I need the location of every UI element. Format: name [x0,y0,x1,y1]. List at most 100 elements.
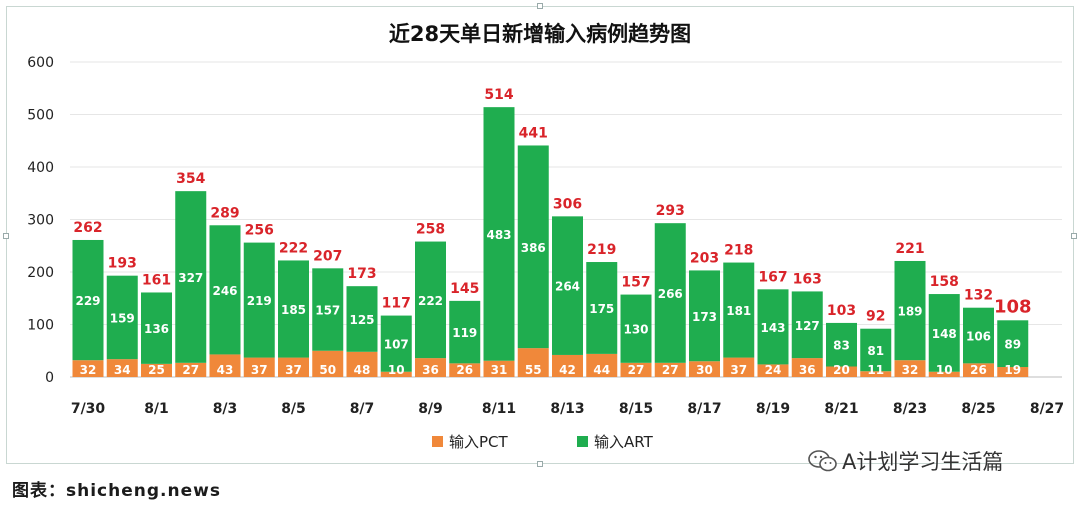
data-label-total: 145 [450,281,479,297]
bar-art [517,145,549,349]
data-label-total: 108 [994,296,1032,317]
data-label-total: 117 [382,296,411,312]
resize-handle-right[interactable] [1071,233,1077,239]
bar-art [449,300,481,364]
bar-pct [72,360,104,377]
y-tick-label: 0 [45,370,54,386]
bar-art [928,294,960,372]
data-label-pct: 34 [114,363,131,377]
bar-pct [826,366,857,377]
data-label-total: 222 [279,240,308,256]
bar-pct [449,363,481,377]
data-label-pct: 37 [251,363,268,377]
data-label-art: 246 [212,284,237,298]
data-label-art: 119 [452,326,477,340]
x-tick-label: 8/13 [550,401,584,417]
x-tick-label: 8/27 [1030,401,1064,417]
bar-art [963,307,994,364]
data-label-art: 222 [418,294,443,308]
data-label-total: 219 [587,242,616,258]
bar-pct [689,361,720,377]
data-label-art: 125 [349,313,374,327]
data-label-pct: 44 [593,363,610,377]
x-tick-label: 8/3 [213,401,238,417]
bar-pct [723,357,755,377]
data-label-pct: 30 [696,363,713,377]
data-label-art: 219 [247,294,272,308]
legend-label: 输入PCT [449,433,509,451]
data-label-total: 157 [621,275,650,291]
data-label-pct: 31 [491,363,508,377]
bar-art [586,262,618,354]
bar-pct [586,353,618,377]
data-label-pct: 26 [456,363,473,377]
x-tick-label: 8/23 [893,401,927,417]
bar-pct [175,362,207,377]
bar-pct [346,351,378,377]
x-tick-label: 8/9 [418,401,443,417]
bar-art [483,107,515,361]
data-label-art: 143 [760,321,785,335]
bar-art [312,268,344,351]
data-label-pct: 42 [559,363,576,377]
bar-pct [860,371,892,377]
data-label-art: 386 [521,241,546,255]
bar-pct [312,350,344,377]
data-label-pct: 48 [354,363,371,377]
bar-pct [997,367,1029,377]
bar-pct [620,362,652,377]
data-label-art: 159 [110,311,135,325]
resize-handle-top[interactable] [537,3,543,9]
bar-pct [278,357,309,377]
data-label-total: 514 [484,87,513,103]
x-tick-label: 8/19 [756,401,790,417]
bar-pct [928,371,960,377]
x-tick-label: 8/11 [482,401,516,417]
resize-handle-left[interactable] [3,233,9,239]
data-label-pct: 50 [319,363,336,377]
data-label-total: 354 [176,171,205,187]
data-label-art: 229 [75,294,100,308]
y-tick-label: 500 [27,108,54,124]
bar-art [620,294,652,363]
data-label-total: 441 [519,125,548,141]
x-tick-label: 8/7 [350,401,375,417]
data-label-art: 266 [658,287,683,301]
data-label-art: 106 [966,330,991,344]
bar-art [860,328,892,372]
data-label-total: 218 [724,243,753,259]
x-tick-label: 8/17 [687,401,721,417]
data-label-art: 136 [144,322,169,336]
bar-pct [380,371,412,377]
data-label-total: 306 [553,196,582,212]
data-label-pct: 11 [867,363,884,377]
data-label-pct: 10 [388,363,405,377]
bar-pct [415,358,446,377]
bar-art [894,260,926,361]
data-label-pct: 25 [148,363,165,377]
data-label-total: 163 [793,271,822,287]
data-label-total: 221 [895,241,924,257]
y-tick-label: 400 [27,160,54,176]
data-label-total: 173 [347,266,376,282]
data-label-art: 157 [315,304,340,318]
data-label-pct: 27 [662,363,679,377]
data-label-total: 103 [827,303,856,319]
data-label-pct: 43 [217,363,234,377]
data-label-pct: 20 [833,363,850,377]
y-tick-label: 600 [27,55,54,71]
legend-swatch [432,436,443,447]
bar-pct [757,364,789,377]
resize-handle-bottom[interactable] [537,461,543,467]
data-label-total: 92 [866,309,885,325]
bar-pct [141,363,172,377]
bar-pct [552,354,583,377]
data-label-total: 161 [142,272,171,288]
bar-art [278,260,309,358]
data-label-art: 264 [555,280,580,294]
data-label-pct: 27 [628,363,645,377]
data-label-total: 256 [245,223,274,239]
data-label-pct: 37 [285,363,302,377]
bar-art [72,239,104,361]
